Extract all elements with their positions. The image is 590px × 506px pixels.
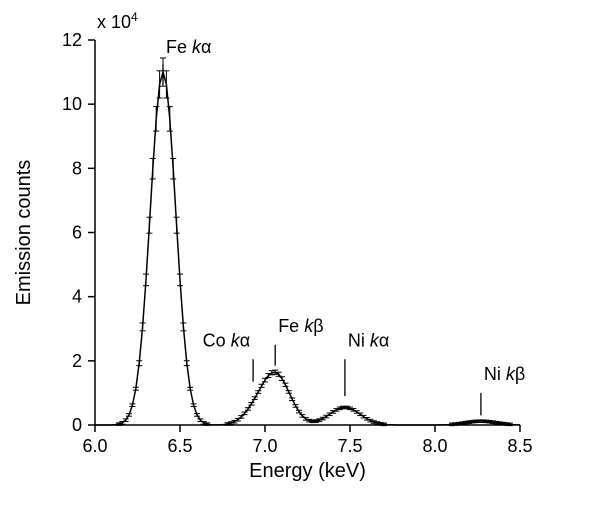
peak-label: Fe kβ — [278, 316, 323, 336]
y-tick-label: 4 — [72, 287, 82, 307]
chart-svg: 6.0 6.5 7.0 7.5 8.0 8.5 0 2 4 6 8 10 12 Energy (keV) E… — [0, 0, 590, 506]
x-tick-label: 7.0 — [252, 436, 277, 456]
y-tick-label: 2 — [72, 351, 82, 371]
y-tick-label: 6 — [72, 223, 82, 243]
x-tick-label: 8.5 — [507, 436, 532, 456]
xrf-spectrum-chart: 6.0 6.5 7.0 7.5 8.0 8.5 0 2 4 6 8 10 12 Energy (keV) E… — [0, 0, 590, 506]
y-tick-label: 10 — [62, 94, 82, 114]
y-exponent-label: x 104 — [97, 10, 138, 32]
x-axis-label: Energy (keV) — [249, 460, 366, 482]
peak-label: Co kα — [203, 330, 250, 350]
y-tick-label: 8 — [72, 158, 82, 178]
spectrum-line — [95, 72, 520, 425]
x-tick-label: 8.0 — [422, 436, 447, 456]
y-tick-label: 0 — [72, 415, 82, 435]
peak-label: Fe kα — [166, 37, 211, 57]
y-tick-label: 12 — [62, 30, 82, 50]
y-axis-label: Emission counts — [13, 160, 35, 306]
x-tick-label: 7.5 — [337, 436, 362, 456]
x-tick-label: 6.5 — [167, 436, 192, 456]
peak-label: Ni kα — [348, 330, 389, 350]
x-tick-label: 6.0 — [82, 436, 107, 456]
peak-label: Ni kβ — [484, 364, 525, 384]
